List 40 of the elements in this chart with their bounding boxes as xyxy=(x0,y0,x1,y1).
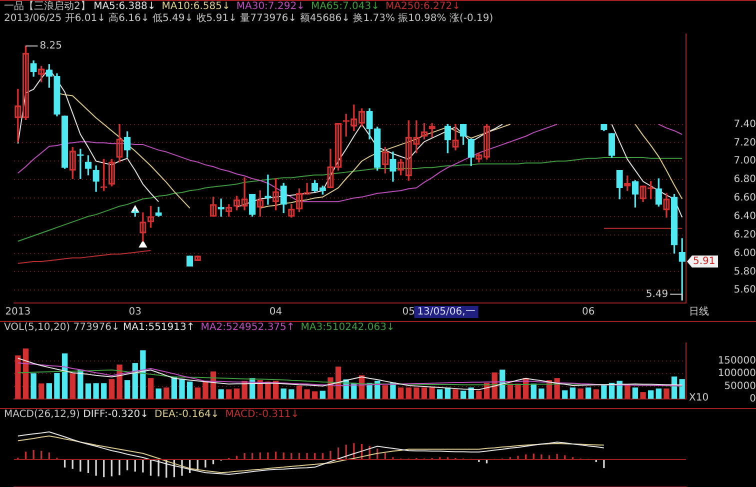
y-tick-label: 6.00 xyxy=(734,248,756,259)
text: MA1:551913↑ xyxy=(123,322,195,333)
chart-title: MACD(26,12,9) xyxy=(4,409,81,420)
y-tick-label: 7.20 xyxy=(734,137,756,148)
y-tick-label: 6.20 xyxy=(734,229,756,240)
annotation: 8.25 xyxy=(40,40,62,52)
text: MA250:6.272↓ xyxy=(386,1,460,12)
text: MA3:510242.063↓ xyxy=(300,322,395,333)
text: 日线 xyxy=(689,306,709,318)
chart-title: VOL(5,10,20) 773976↓ xyxy=(4,322,121,333)
x-tick-label: 04 xyxy=(269,306,282,318)
text: MA2:524952.375↑ xyxy=(200,322,295,333)
chart-title: 一品【三浪启动2】 xyxy=(4,1,92,12)
y-tick-label: 6.80 xyxy=(734,174,756,186)
x-tick-label: 03 xyxy=(128,306,142,318)
y-tick-label: 5.60 xyxy=(734,284,756,296)
y-tick-label: 100000 xyxy=(718,368,756,380)
text: MA5:6.388↓ xyxy=(94,1,156,12)
y-tick-label: 7.40 xyxy=(734,118,756,130)
chart-subtitle: 2013/06/25 开6.01↓ 高6.16↓ 低5.49↓ 收5.91↓ 量773976↓ 额45686↓ 换1.73% 振10.98% 涨(-0.19) xyxy=(3,13,494,25)
y-tick-label: 0 xyxy=(750,394,756,405)
text: MA65:7.043↓ xyxy=(310,1,380,12)
y-tick-label: 150000 xyxy=(718,355,756,366)
text: MA10:6.585↓ xyxy=(162,1,230,12)
annotation: 5.49 xyxy=(646,288,668,300)
y-tick-label: 6.60 xyxy=(734,192,756,204)
text: 13/05/06,一 xyxy=(417,306,476,318)
text: DIFF:-0.320↓ xyxy=(83,409,149,420)
x-tick-label: 06 xyxy=(582,306,595,318)
text: DEA:-0.164↓ xyxy=(154,409,220,420)
x-tick-label: 05 xyxy=(402,306,415,318)
text: MA30:7.292↓ xyxy=(236,1,305,12)
y-tick-label: 50000 xyxy=(724,380,756,392)
text: MACD:-0.311↓ xyxy=(225,409,300,420)
y-tick-label: 7.00 xyxy=(734,156,756,167)
annotation: 5.91 xyxy=(693,256,716,268)
y-tick-label: 6.40 xyxy=(734,211,756,222)
y-tick-label: 5.80 xyxy=(734,266,756,278)
x-tick-label: 2013 xyxy=(5,306,31,318)
text: X10 xyxy=(689,392,709,404)
